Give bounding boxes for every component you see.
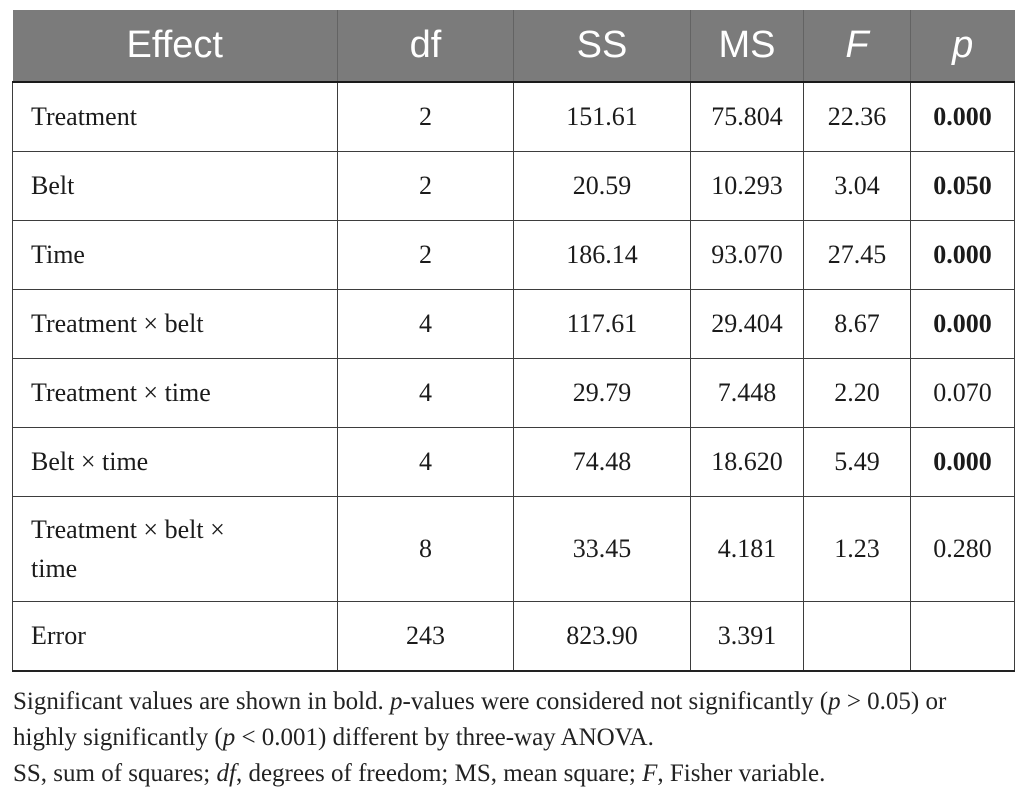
cell-ss: 151.61: [513, 81, 691, 152]
cell-effect: Treatment: [12, 81, 338, 152]
cell-p: 0.000: [910, 426, 1015, 497]
cell-p: 0.000: [910, 219, 1015, 290]
footnote-line-1: Significant values are shown in bold. p-…: [13, 688, 947, 715]
cell-f: 8.67: [803, 288, 911, 359]
cell-ms: 3.391: [690, 600, 804, 672]
cell-effect: Treatment × belt × time: [12, 495, 338, 602]
cell-f: 22.36: [803, 81, 911, 152]
footnote-line-2: highly significantly (p < 0.001) differe…: [13, 724, 654, 751]
cell-df: 243: [337, 600, 514, 672]
cell-ms: 4.181: [690, 495, 804, 602]
cell-effect: Time: [12, 219, 338, 290]
cell-f: 2.20: [803, 357, 911, 428]
cell-f: 27.45: [803, 219, 911, 290]
cell-p: 0.000: [910, 288, 1015, 359]
cell-ss: 823.90: [513, 600, 691, 672]
cell-ms: 7.448: [690, 357, 804, 428]
cell-effect: Treatment × belt: [12, 288, 338, 359]
cell-p: 0.050: [910, 150, 1015, 221]
cell-df: 2: [337, 219, 514, 290]
table-row: Belt 2 20.59 10.293 3.04 0.050: [12, 150, 1015, 221]
cell-effect: Treatment × time: [12, 357, 338, 428]
cell-df: 4: [337, 426, 514, 497]
column-header-f: F: [803, 10, 911, 83]
cell-ms: 93.070: [690, 219, 804, 290]
cell-df: 2: [337, 150, 514, 221]
cell-df: 4: [337, 357, 514, 428]
cell-ms: 29.404: [690, 288, 804, 359]
cell-p: 0.000: [910, 81, 1015, 152]
column-header-ss: SS: [513, 10, 691, 83]
column-header-p: p: [910, 10, 1015, 83]
cell-ss: 20.59: [513, 150, 691, 221]
cell-df: 2: [337, 81, 514, 152]
table-row: Treatment 2 151.61 75.804 22.36 0.000: [12, 81, 1015, 152]
cell-effect: Error: [12, 600, 338, 672]
cell-p: 0.070: [910, 357, 1015, 428]
cell-p: [910, 600, 1015, 672]
cell-df: 4: [337, 288, 514, 359]
cell-ms: 10.293: [690, 150, 804, 221]
cell-ms: 18.620: [690, 426, 804, 497]
cell-effect: Belt × time: [12, 426, 338, 497]
cell-f: [803, 600, 911, 672]
cell-effect: Belt: [12, 150, 338, 221]
table-row: Error 243 823.90 3.391: [12, 600, 1015, 672]
footnotes: Significant values are shown in bold. p-…: [13, 684, 1017, 792]
cell-f: 3.04: [803, 150, 911, 221]
cell-ss: 33.45: [513, 495, 691, 602]
cell-p: 0.280: [910, 495, 1015, 602]
table-row: Treatment × time 4 29.79 7.448 2.20 0.070: [12, 357, 1015, 428]
cell-ss: 186.14: [513, 219, 691, 290]
cell-ss: 29.79: [513, 357, 691, 428]
table-row: Treatment × belt × time 8 33.45 4.181 1.23 0.…: [12, 495, 1015, 602]
footnote-line-3: SS, sum of squares; df, degrees of freed…: [13, 760, 826, 787]
table-row: Treatment × belt 4 117.61 29.404 8.67 0.000: [12, 288, 1015, 359]
table-row: Time 2 186.14 93.070 27.45 0.000: [12, 219, 1015, 290]
cell-f: 1.23: [803, 495, 911, 602]
table-body: Treatment 2 151.61 75.804 22.36 0.000 Belt 2 20.…: [12, 81, 1015, 672]
column-header-effect: Effect: [12, 10, 338, 83]
column-header-ms: MS: [690, 10, 804, 83]
cell-ms: 75.804: [690, 81, 804, 152]
cell-f: 5.49: [803, 426, 911, 497]
table-row: Belt × time 4 74.48 18.620 5.49 0.000: [12, 426, 1015, 497]
cell-ss: 74.48: [513, 426, 691, 497]
column-header-df: df: [337, 10, 514, 83]
cell-df: 8: [337, 495, 514, 602]
cell-ss: 117.61: [513, 288, 691, 359]
